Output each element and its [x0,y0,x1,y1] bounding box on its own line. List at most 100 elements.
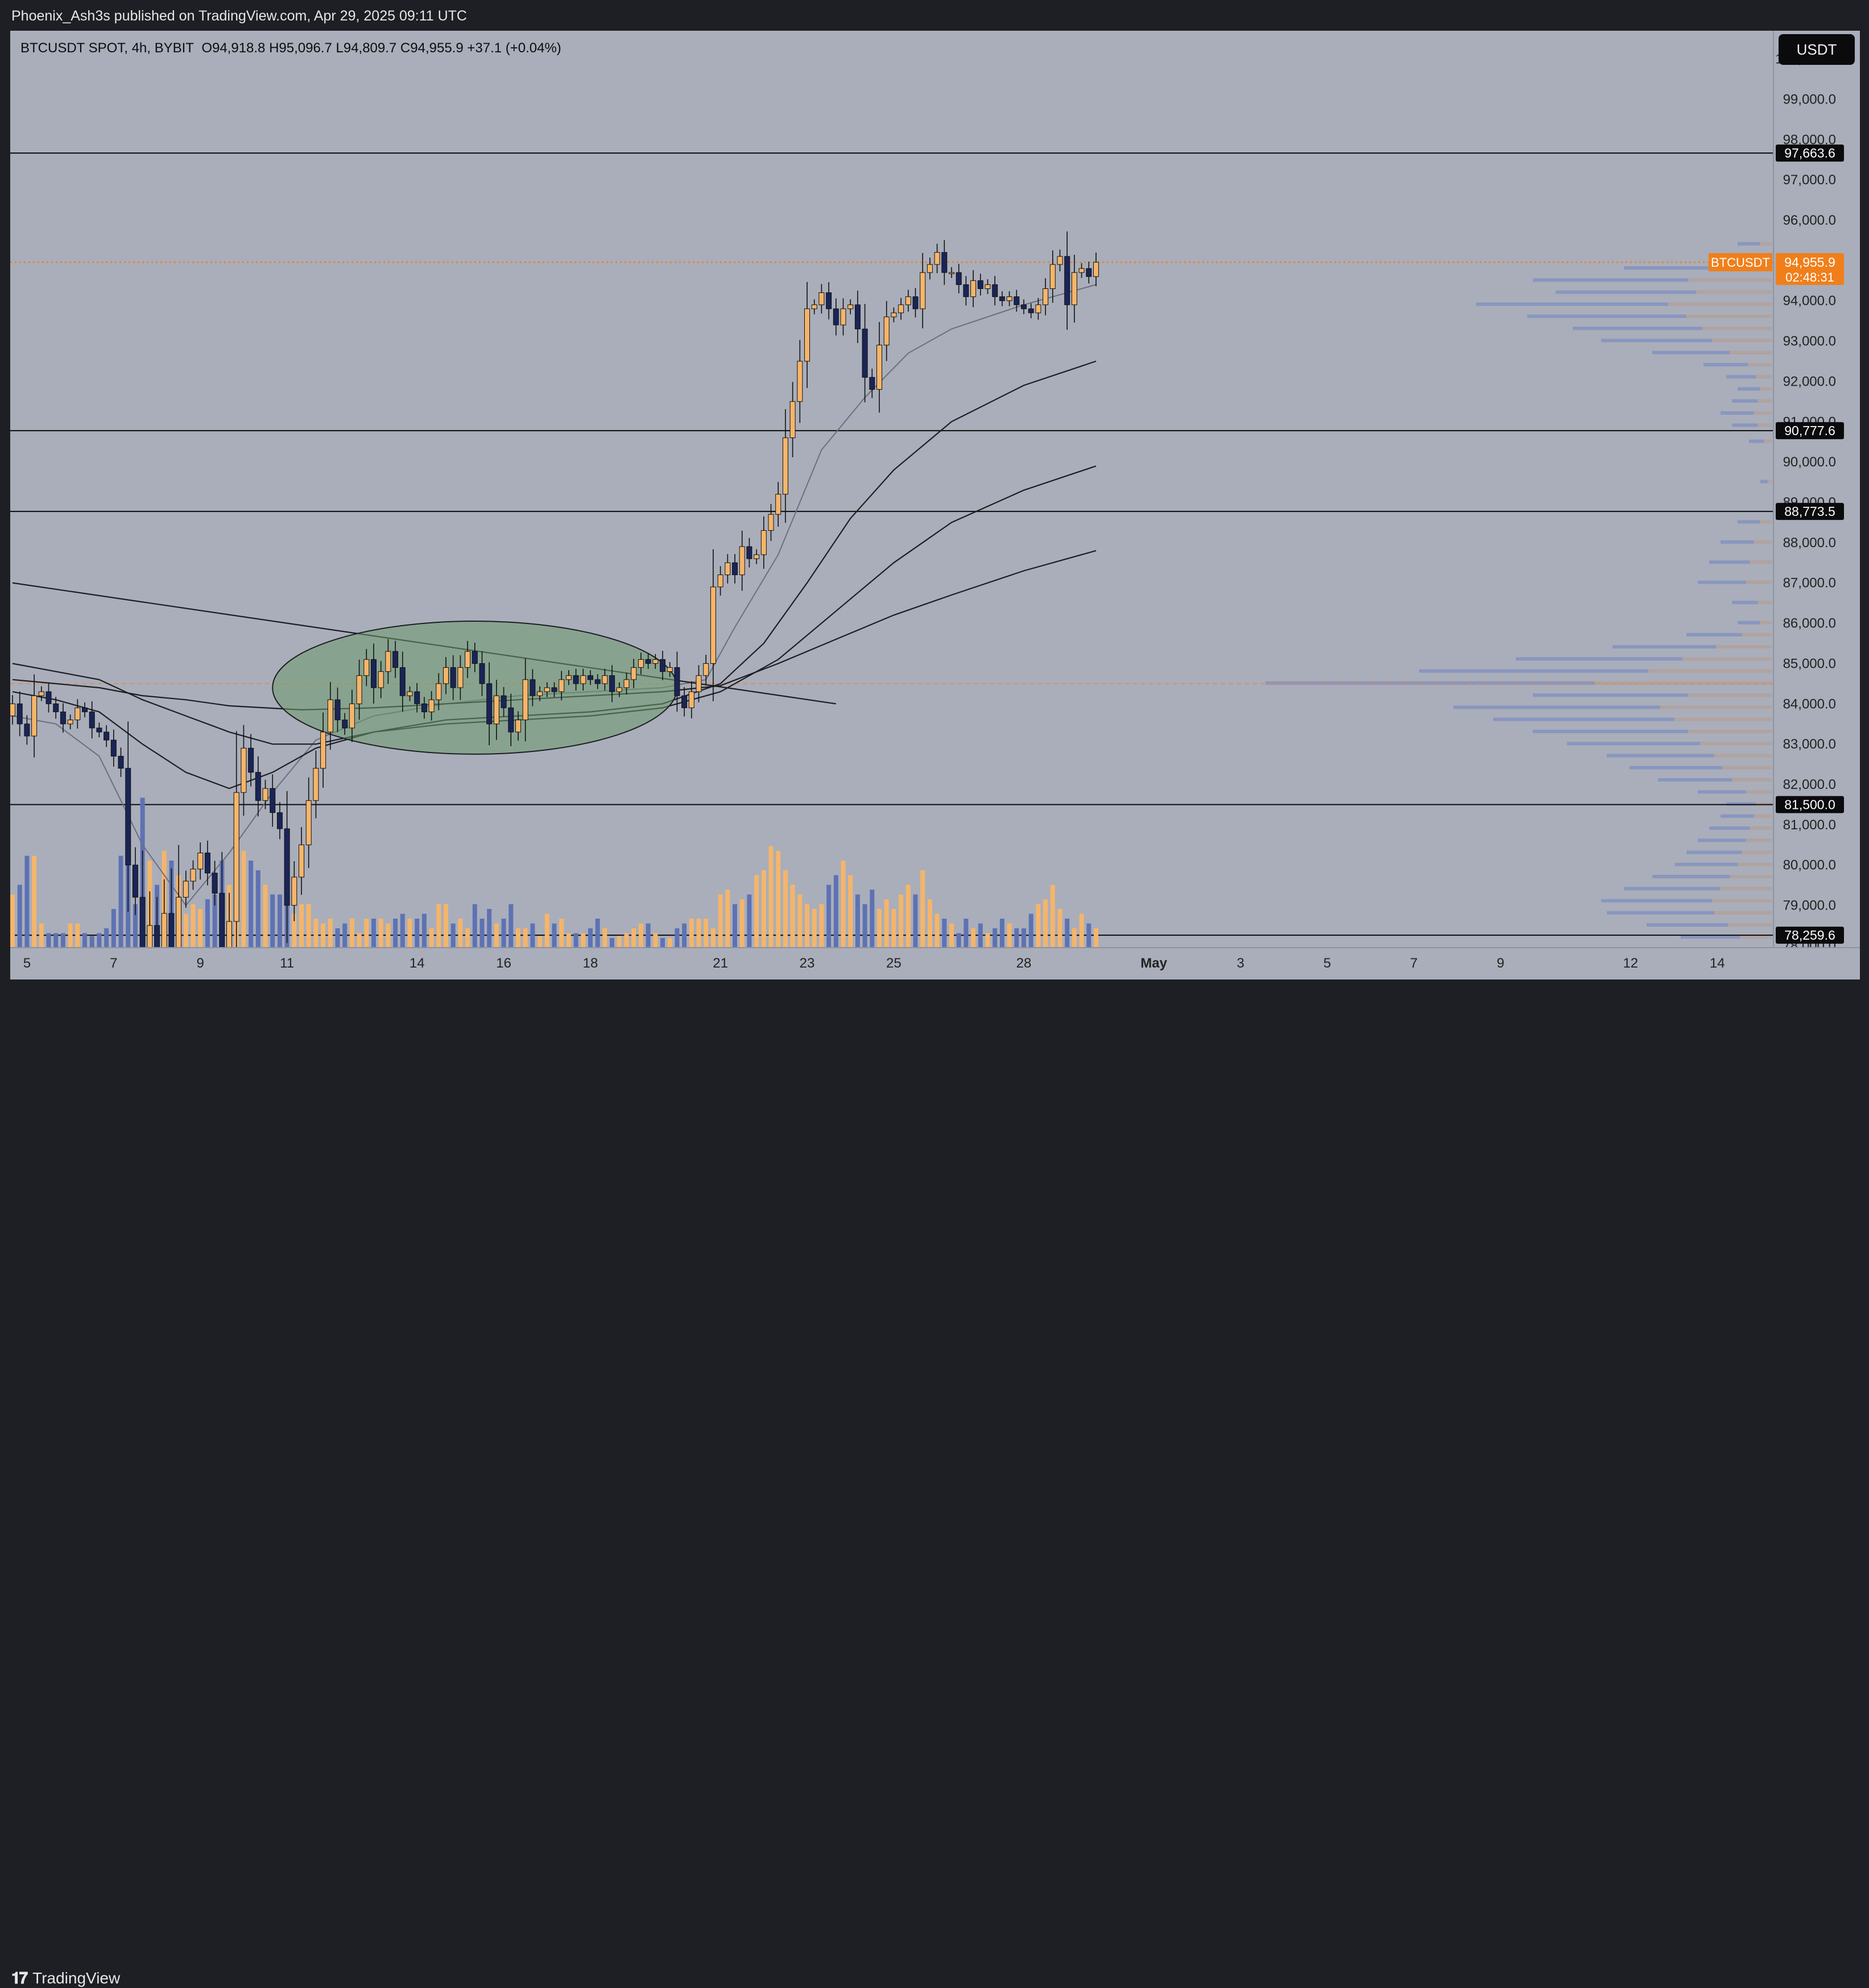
chart-pane[interactable] [10,31,1860,981]
volume-bar [292,914,297,948]
volume-profile-row [1652,350,1772,354]
price-tick-label: 84,000.0 [1783,696,1836,712]
level-price-tag-text: 78,259.6 [1784,928,1835,943]
price-tags: 97,663.6 90,777.6 88,773.5 81,500.0 78,259.6… [1709,144,1844,944]
volume-profile-row-up [1754,814,1772,818]
volume-bar [1094,928,1098,948]
volume-bar [862,904,867,948]
candle-body [110,739,117,757]
candle-body [862,328,868,378]
volume-bar [985,933,990,948]
last-price-tag-text: 94,955.9 [1784,255,1835,270]
volume-bar [53,933,59,948]
candle-body [941,252,948,273]
volume-profile-row-up [1758,423,1772,427]
candle-body [241,747,247,793]
volume-profile-row [1624,266,1772,270]
candle-body [1086,268,1092,277]
volume-bar [964,919,969,948]
volume-bar [783,870,788,948]
level-price-tag [1776,144,1844,162]
volume-bar [241,851,246,948]
time-tick-label: 9 [1497,956,1504,971]
volume-profile-row-up [1768,480,1772,483]
candle-body [24,724,30,737]
volume-profile-row-up [1732,778,1772,782]
price-tick-label: 99,000.0 [1783,92,1836,107]
candle-body [1014,296,1020,305]
volume-bar [429,928,434,948]
volume-bar [39,923,44,948]
volume-bar [357,933,362,948]
volume-profile-row [1601,899,1772,903]
volume-profile-row [1533,278,1772,282]
volume-profile-row-up [1648,669,1772,673]
time-tick-label: 5 [1324,956,1331,971]
tradingview-brand[interactable]: 𝟏𝟕 TradingView [11,1969,120,1988]
candle-body [688,691,694,708]
volume-bar [205,899,210,948]
candle-body [847,304,854,309]
volume-profile-row-up [1730,875,1772,878]
volume-profile-row [1709,560,1772,564]
volume-profile-row-up [1758,399,1772,403]
candle-body [1057,256,1063,265]
time-tick-label: 14 [410,956,425,971]
volume-bar [718,894,723,948]
volume-bar [371,919,376,948]
volume-bar [32,855,37,948]
bottom-bar: 𝟏𝟕 TradingView [0,979,1869,1987]
volume-bar [899,894,904,948]
volume-profile-row [1738,621,1772,625]
time-tick-label: 7 [1410,956,1417,971]
volume-profile-row [1721,814,1772,818]
volume-profile-row-up [1686,315,1772,319]
time-tick-label: 9 [197,956,204,971]
volume-profile-row-up [1714,754,1772,758]
volume-bar [768,846,774,948]
volume-bar [1022,928,1026,948]
volume-bar [566,933,571,948]
candle-body [1093,262,1099,277]
candle-body [883,316,890,346]
volume-profile-row [1612,645,1772,649]
candle-body [645,659,651,664]
volume-profile-row-up [1760,387,1772,391]
candle-body [320,731,326,769]
volume-bar [660,938,665,948]
volume-profile-row-up [1746,790,1772,794]
price-chart[interactable]: 78,000.079,000.080,000.081,000.082,000.0… [0,0,1869,1019]
candle-body [565,675,572,680]
volume-profile-row-up [1688,693,1772,697]
candle-body [970,280,977,297]
volume-bar [805,904,809,948]
volume-bar [465,928,470,948]
volume-profile-row-up [1742,633,1772,637]
currency-button[interactable]: USDT [1779,34,1855,65]
time-tick-label: 14 [1710,956,1725,971]
price-tick-label: 83,000.0 [1783,737,1836,752]
volume-bar [841,861,846,948]
volume-bar [10,894,15,948]
candle-body [428,699,435,712]
candle-body [183,881,189,898]
candle-body [118,755,124,769]
candle-body [421,703,427,712]
highlight-ellipse [272,621,678,755]
volume-bar [1050,885,1055,948]
volume-bar [704,919,709,948]
volume-profile-row [1658,778,1772,782]
candle-body [363,659,370,676]
volume-bar [675,928,680,948]
ohlc-values: O94,918.8 H95,096.7 L94,809.7 C94,955.9 … [201,40,561,56]
candle-body [1021,304,1027,309]
volume-bar [407,919,412,948]
volume-bar [364,919,369,948]
volume-profile-row [1721,411,1772,415]
candle-body [912,296,919,309]
price-tick-label: 96,000.0 [1783,213,1836,228]
candle-body [392,651,399,668]
level-price-tag-text: 90,777.6 [1784,423,1835,438]
candle-body [580,675,586,684]
volume-bar [1072,928,1077,948]
